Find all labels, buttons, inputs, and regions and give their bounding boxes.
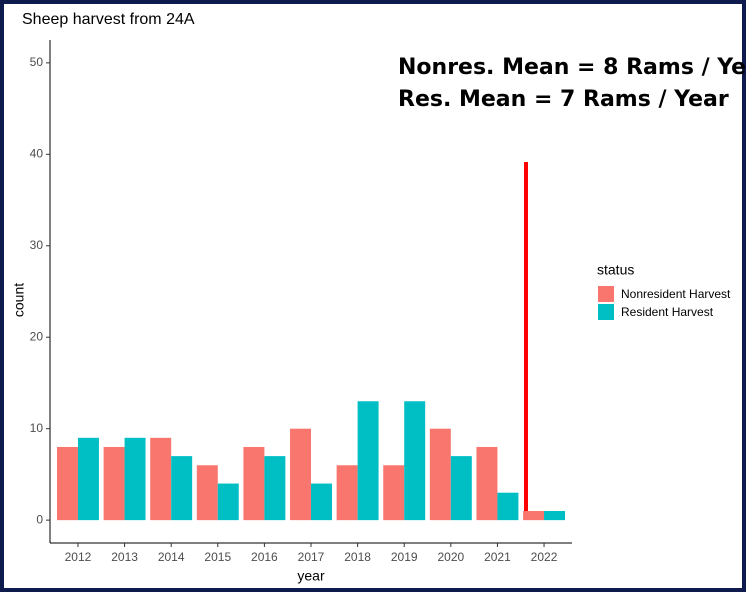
bar [311,483,332,521]
x-tick-label: 2013 [111,550,138,564]
annotation: Res. Mean = 7 Rams / Year [398,87,729,112]
x-tick-label: 2018 [344,550,371,564]
x-tick-label: 2022 [531,550,558,564]
y-tick-label: 10 [30,421,44,435]
legend-swatch [598,286,614,302]
x-tick-label: 2012 [65,550,92,564]
legend-label: Resident Harvest [621,305,714,319]
bar [544,510,566,521]
annotation: Nonres. Mean = 8 Rams / Year [398,55,746,80]
bar [264,456,286,521]
x-tick-label: 2021 [484,550,511,564]
x-axis-title: year [297,568,325,584]
y-tick-label: 0 [36,512,43,526]
x-tick-label: 2015 [204,550,231,564]
bar [357,401,379,521]
bar [243,446,265,521]
x-tick-label: 2016 [251,550,278,564]
bar [196,465,218,521]
bar [56,446,78,521]
bar [523,510,545,521]
bar [77,437,99,521]
x-tick-label: 2017 [298,550,325,564]
bar [404,401,426,521]
chart-title: Sheep harvest from 24A [22,11,195,28]
bar [336,465,358,521]
bar [217,483,239,521]
bar [103,446,125,521]
bar [150,437,172,521]
bar [429,428,451,521]
y-tick-label: 40 [30,146,44,160]
bar [383,465,405,521]
bar [124,437,146,521]
y-axis-title: count [11,283,27,317]
bar [476,446,498,521]
bar [450,456,472,521]
x-tick-label: 2020 [437,550,464,564]
y-tick-label: 50 [30,55,44,69]
bar [171,456,193,521]
y-tick-label: 20 [30,329,44,343]
bar [497,492,519,521]
bar [290,428,311,521]
legend-swatch [598,304,614,320]
legend-label: Nonresident Harvest [621,287,731,301]
x-tick-label: 2014 [158,550,185,564]
y-tick-label: 30 [30,238,44,252]
legend-title: status [597,262,634,278]
x-tick-label: 2019 [391,550,418,564]
